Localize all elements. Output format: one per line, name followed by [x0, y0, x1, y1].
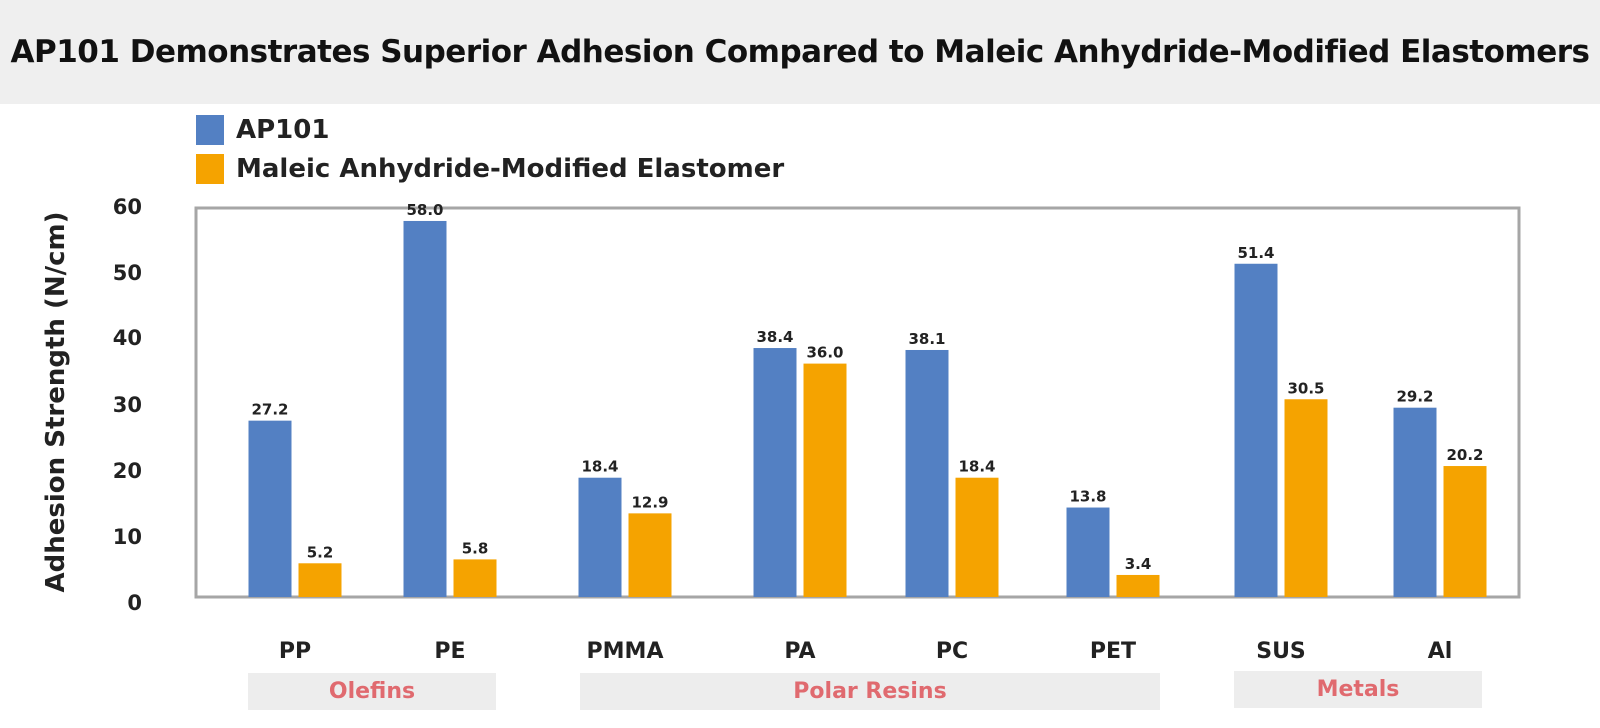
- y-tick-label: 60: [113, 195, 142, 219]
- legend-label-ap101: AP101: [236, 115, 330, 145]
- data-label-ap101-pet: 13.8: [1069, 488, 1106, 506]
- x-tick-label-pa: PA: [784, 639, 815, 664]
- data-label-ap101-pc: 38.1: [908, 330, 945, 348]
- bar-ap101-pp: [248, 420, 292, 597]
- y-axis-label: Adhesion Strength (N/cm): [41, 212, 71, 593]
- data-label-ap101-al: 29.2: [1396, 388, 1433, 406]
- y-tick-label: 20: [113, 459, 142, 483]
- bar-maleic-pet: [1116, 574, 1160, 597]
- data-label-maleic-pc: 18.4: [958, 458, 995, 476]
- bar-ap101-pe: [403, 220, 447, 597]
- bar-maleic-al: [1443, 466, 1487, 597]
- data-label-ap101-pp: 27.2: [251, 401, 288, 419]
- group-label-metals: Metals: [1234, 671, 1482, 708]
- bar-ap101-pmma: [578, 477, 622, 597]
- data-label-maleic-sus: 30.5: [1287, 379, 1324, 397]
- y-tick-label: 30: [113, 393, 142, 417]
- x-tick-label-pc: PC: [936, 639, 968, 664]
- x-tick-label-pe: PE: [434, 639, 465, 664]
- x-tick-label-al: Al: [1428, 639, 1453, 664]
- data-label-maleic-pe: 5.8: [462, 539, 489, 557]
- bar-ap101-pa: [753, 348, 797, 597]
- title-bar: AP101 Demonstrates Superior Adhesion Com…: [0, 0, 1600, 104]
- legend-item-ap101: AP101: [196, 114, 784, 146]
- data-label-ap101-pe: 58.0: [406, 201, 443, 219]
- y-tick-label: 40: [113, 326, 142, 350]
- plot-frame: [194, 206, 1521, 599]
- bar-maleic-pe: [453, 559, 497, 597]
- bar-maleic-pp: [298, 563, 342, 597]
- data-label-maleic-pa: 36.0: [806, 344, 843, 362]
- x-tick-label-pmma: PMMA: [587, 639, 664, 664]
- data-label-maleic-pp: 5.2: [307, 543, 334, 561]
- group-label-olefins: Olefins: [248, 673, 496, 710]
- data-label-maleic-al: 20.2: [1446, 446, 1483, 464]
- bar-ap101-pet: [1066, 507, 1110, 597]
- data-label-ap101-pa: 38.4: [756, 328, 793, 346]
- legend-swatch-ap101: [196, 115, 224, 145]
- legend: AP101 Maleic Anhydride-Modified Elastome…: [196, 114, 784, 192]
- legend-item-maleic: Maleic Anhydride-Modified Elastomer: [196, 153, 784, 185]
- chart-title: AP101 Demonstrates Superior Adhesion Com…: [10, 34, 1590, 70]
- bar-maleic-pc: [955, 477, 999, 597]
- y-tick-label: 50: [113, 261, 142, 285]
- bar-ap101-pc: [905, 349, 949, 597]
- legend-swatch-maleic: [196, 154, 224, 184]
- data-label-ap101-pmma: 18.4: [581, 458, 618, 476]
- x-tick-label-sus: SUS: [1256, 639, 1306, 664]
- group-label-polar-resins: Polar Resins: [580, 673, 1160, 710]
- x-tick-label-pp: PP: [279, 639, 311, 664]
- y-tick-label: 0: [127, 591, 142, 615]
- data-label-maleic-pmma: 12.9: [631, 493, 668, 511]
- x-tick-label-pet: PET: [1090, 639, 1136, 664]
- bar-ap101-sus: [1234, 263, 1278, 597]
- bar-maleic-pmma: [628, 513, 672, 597]
- bar-maleic-sus: [1284, 399, 1328, 597]
- bar-ap101-al: [1393, 407, 1437, 597]
- y-tick-label: 10: [113, 525, 142, 549]
- data-label-maleic-pet: 3.4: [1125, 555, 1152, 573]
- data-label-ap101-sus: 51.4: [1237, 244, 1274, 262]
- legend-label-maleic: Maleic Anhydride-Modified Elastomer: [236, 154, 785, 184]
- bar-maleic-pa: [803, 363, 847, 597]
